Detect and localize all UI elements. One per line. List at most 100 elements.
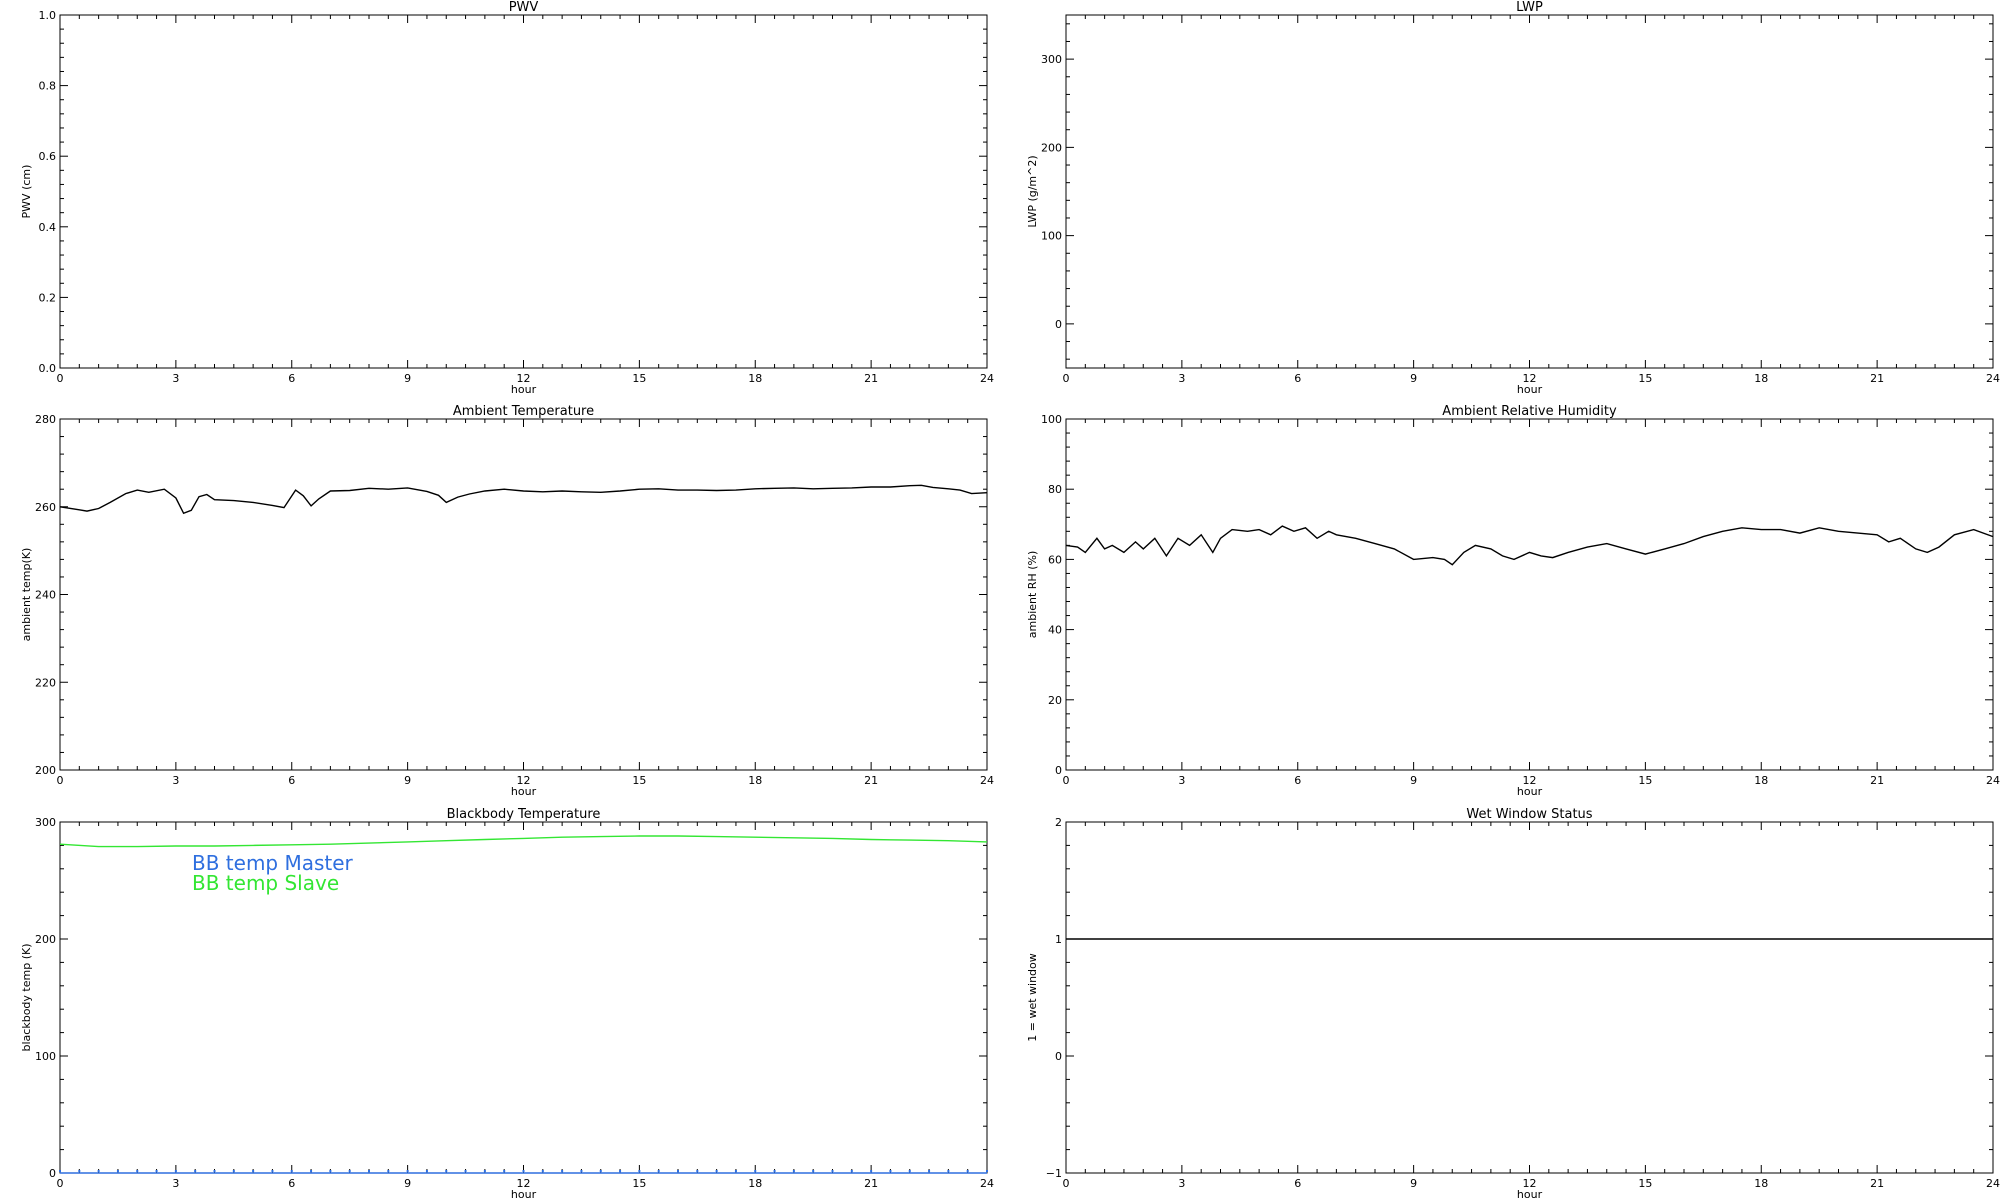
y-tick-label: 220 — [35, 676, 56, 689]
y-tick-label: 0.6 — [39, 150, 57, 163]
x-axis-label: hour — [1517, 383, 1543, 396]
series-point — [696, 1170, 699, 1172]
y-axis-label: 1 = wet window — [1026, 953, 1039, 1042]
y-tick-label: 1.0 — [39, 9, 57, 22]
y-axis-label: blackbody temp (K) — [20, 944, 33, 1052]
y-tick-label: 40 — [1048, 624, 1062, 637]
x-tick-label: 24 — [980, 372, 994, 385]
chart-title: Ambient Temperature — [453, 404, 594, 419]
x-tick-label: 21 — [1870, 372, 1884, 385]
x-tick-label: 6 — [1294, 1177, 1301, 1190]
series-point — [657, 1170, 660, 1172]
chart-title: LWP — [1516, 0, 1543, 15]
x-tick-label: 0 — [57, 372, 64, 385]
series-point — [464, 1170, 467, 1172]
series-point — [503, 1170, 506, 1172]
x-axis-label: hour — [511, 785, 537, 798]
x-tick-label: 0 — [57, 1177, 64, 1190]
x-tick-label: 21 — [864, 774, 878, 787]
y-tick-label: 0.0 — [39, 362, 57, 375]
chart-rh: Ambient Relative Humidity 0 3 6 9 12 15 18 21 24 h… — [1026, 404, 2000, 798]
x-tick-label: 12 — [517, 372, 531, 385]
x-tick-label: 15 — [632, 774, 646, 787]
x-tick-label: 6 — [288, 774, 295, 787]
x-tick-label: 9 — [1410, 372, 1417, 385]
x-tick-label: 15 — [632, 372, 646, 385]
x-axis-label: hour — [1517, 785, 1543, 798]
y-tick-label: 0 — [49, 1167, 56, 1180]
y-tick-label: 20 — [1048, 694, 1062, 707]
series-point — [97, 1170, 100, 1172]
x-tick-label: 6 — [1294, 372, 1301, 385]
x-tick-label: 12 — [1523, 372, 1537, 385]
x-tick-label: 15 — [1638, 1177, 1652, 1190]
y-tick-label: 80 — [1048, 483, 1062, 496]
series-point — [773, 1170, 776, 1172]
x-tick-label: 6 — [1294, 774, 1301, 787]
x-tick-label: 12 — [1523, 774, 1537, 787]
y-tick-label: 200 — [1041, 141, 1062, 154]
x-tick-label: 24 — [980, 774, 994, 787]
x-tick-label: 15 — [1638, 774, 1652, 787]
chart-title: Blackbody Temperature — [447, 807, 601, 822]
x-tick-label: 3 — [172, 774, 179, 787]
x-tick-label: 3 — [172, 372, 179, 385]
x-tick-label: 18 — [1754, 774, 1768, 787]
series-point — [174, 1170, 177, 1172]
chart-lwp: LWP 0 3 6 9 12 15 18 21 24 hour 0 100 200 300 LWP (g/m^… — [1026, 0, 2000, 396]
plot-frame — [59, 418, 988, 771]
chart-title: Wet Window Status — [1466, 807, 1592, 822]
series-line-0 — [1065, 525, 1994, 566]
plot-frame — [59, 14, 988, 369]
x-tick-label: 24 — [1986, 1177, 2000, 1190]
y-tick-label: 0 — [1055, 1050, 1062, 1063]
series-point — [483, 1170, 486, 1172]
x-tick-label: 0 — [1063, 774, 1070, 787]
y-axis-label: ambient temp(K) — [20, 548, 33, 642]
legend-entry: BB temp Master — [192, 851, 354, 875]
x-tick-label: 0 — [57, 774, 64, 787]
x-tick-label: 21 — [864, 1177, 878, 1190]
series-point — [425, 1170, 428, 1172]
x-tick-label: 9 — [1410, 774, 1417, 787]
chart-pwv: PWV 0 3 6 9 12 15 18 21 24 hour 0.0 0.2 0.4 0.6 0.8 1.0 P… — [20, 0, 994, 396]
x-tick-label: 12 — [517, 1177, 531, 1190]
series-point — [387, 1170, 390, 1172]
series-point — [522, 1170, 525, 1172]
x-tick-label: 3 — [172, 1177, 179, 1190]
y-tick-label: 0.8 — [39, 80, 57, 93]
y-tick-label: 300 — [1041, 53, 1062, 66]
x-tick-label: 3 — [1178, 1177, 1185, 1190]
x-tick-label: 12 — [517, 774, 531, 787]
y-tick-label: 0 — [1055, 764, 1062, 777]
x-tick-label: 9 — [1410, 1177, 1417, 1190]
x-tick-label: 9 — [404, 774, 411, 787]
series-point — [252, 1170, 255, 1172]
series-point — [310, 1170, 313, 1172]
y-tick-label: 2 — [1055, 816, 1062, 829]
series-point — [754, 1170, 757, 1172]
series-point — [677, 1170, 679, 1172]
legend-entry: BB temp Slave — [192, 871, 339, 895]
x-tick-label: 24 — [980, 1177, 994, 1190]
x-tick-label: 3 — [1178, 774, 1185, 787]
plot-frame — [1065, 14, 1994, 369]
x-tick-label: 18 — [748, 774, 762, 787]
x-tick-label: 18 — [748, 1177, 762, 1190]
y-tick-label: 200 — [35, 933, 56, 946]
series-point — [213, 1170, 216, 1172]
chart-temp: Ambient Temperature 0 3 6 9 12 15 18 21 24 hour 200… — [20, 404, 994, 798]
x-tick-label: 12 — [1523, 1177, 1537, 1190]
y-tick-label: 240 — [35, 589, 56, 602]
series-line-0 — [59, 484, 988, 515]
y-tick-label: 260 — [35, 501, 56, 514]
series-point — [966, 1170, 969, 1172]
series-point — [232, 1170, 235, 1172]
series-point — [290, 1170, 293, 1172]
series-point — [368, 1170, 370, 1172]
x-tick-label: 6 — [288, 372, 295, 385]
x-tick-label: 0 — [1063, 372, 1070, 385]
x-tick-label: 24 — [1986, 372, 2000, 385]
plot-frame — [1065, 821, 1994, 1174]
